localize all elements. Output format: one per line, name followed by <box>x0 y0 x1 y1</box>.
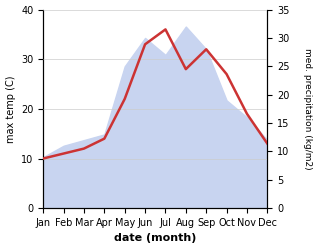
Y-axis label: med. precipitation (kg/m2): med. precipitation (kg/m2) <box>303 48 313 170</box>
X-axis label: date (month): date (month) <box>114 234 197 244</box>
Y-axis label: max temp (C): max temp (C) <box>5 75 16 143</box>
